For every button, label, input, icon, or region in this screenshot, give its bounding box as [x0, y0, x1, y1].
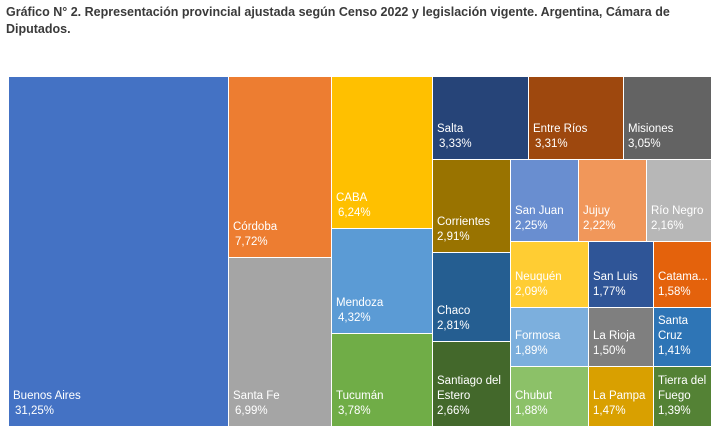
tile-label: Buenos Aires 31,25%	[13, 389, 226, 419]
tile-value: 1,41%	[658, 345, 691, 357]
treemap-tile-córdoba: Córdoba 7,72%	[229, 77, 332, 258]
tile-label: Misiones 3,05%	[628, 122, 709, 152]
tile-value: 3,33%	[439, 138, 472, 150]
tile-value: 2,25%	[515, 220, 548, 232]
tile-label: Chaco 2,81%	[437, 304, 508, 334]
tile-label: Río Negro 2,16%	[651, 204, 709, 234]
tile-value: 1,88%	[515, 405, 548, 417]
tile-label: San Luis 1,77%	[593, 270, 651, 300]
tile-name: San Juan	[515, 205, 564, 217]
tile-label: San Juan 2,25%	[515, 204, 576, 234]
tile-name: Santiago del Estero	[437, 375, 501, 402]
tile-label: Chubut 1,88%	[515, 389, 586, 419]
tile-name: Buenos Aires	[13, 390, 81, 402]
treemap-tile-corrientes: Corrientes 2,91%	[433, 160, 511, 253]
treemap-tile-misiones: Misiones 3,05%	[624, 77, 712, 160]
treemap-tile-santa-fe: Santa Fe 6,99%	[229, 258, 332, 427]
treemap-tile-buenos-aires: Buenos Aires 31,25%	[9, 77, 229, 427]
tile-label: La Pampa 1,47%	[593, 389, 651, 419]
tile-value: 6,24%	[338, 207, 371, 219]
tile-value: 3,78%	[338, 405, 371, 417]
tile-label: Entre Ríos 3,31%	[533, 122, 621, 152]
tile-name: Neuquén	[515, 271, 562, 283]
tile-name: La Pampa	[593, 390, 646, 402]
tile-value: 2,91%	[437, 231, 470, 243]
tile-label: Santa Fe 6,99%	[233, 389, 329, 419]
treemap-tile-caba: CABA 6,24%	[332, 77, 433, 229]
tile-name: Chubut	[515, 390, 553, 402]
tile-value: 1,77%	[593, 286, 626, 298]
tile-value: 1,89%	[515, 345, 548, 357]
tile-label: Mendoza 4,32%	[336, 296, 430, 326]
treemap-tile-san-luis: San Luis 1,77%	[589, 242, 654, 308]
tile-name: CABA	[336, 192, 368, 204]
tile-value: 2,66%	[437, 405, 470, 417]
tile-name: Salta	[437, 123, 464, 135]
treemap-tile-la-rioja: La Rioja 1,50%	[589, 308, 654, 367]
treemap-tile-formosa: Formosa 1,89%	[511, 308, 589, 367]
treemap-tile-río-negro: Río Negro 2,16%	[647, 160, 712, 242]
tile-label: Jujuy 2,22%	[583, 204, 644, 234]
tile-name: Tucumán	[336, 390, 384, 402]
tile-name: Tierra del Fuego	[658, 375, 707, 402]
tile-value: 7,72%	[235, 236, 268, 248]
treemap-tile-santiago-del-estero: Santiago del Estero 2,66%	[433, 342, 511, 427]
treemap-tile-mendoza: Mendoza 4,32%	[332, 229, 433, 334]
treemap-tile-salta: Salta 3,33%	[433, 77, 529, 160]
treemap-tile-san-juan: San Juan 2,25%	[511, 160, 579, 242]
tile-label: Corrientes 2,91%	[437, 215, 508, 245]
tile-value: 2,16%	[651, 220, 684, 232]
treemap-tile-santa-cruz: Santa Cruz 1,41%	[654, 308, 712, 367]
tile-name: Santa Fe	[233, 390, 280, 402]
treemap-tile-chubut: Chubut 1,88%	[511, 367, 589, 427]
tile-value: 3,05%	[628, 138, 661, 150]
treemap-tile-tierra-del-fuego: Tierra del Fuego 1,39%	[654, 367, 712, 427]
tile-name: Mendoza	[336, 297, 384, 309]
treemap-tile-jujuy: Jujuy 2,22%	[579, 160, 647, 242]
tile-label: Neuquén 2,09%	[515, 270, 586, 300]
tile-label: Córdoba 7,72%	[233, 220, 329, 250]
tile-name: Misiones	[628, 123, 674, 135]
tile-name: Corrientes	[437, 216, 491, 228]
tile-label: La Rioja 1,50%	[593, 329, 651, 359]
tile-name: Chaco	[437, 305, 471, 317]
tile-name: Río Negro	[651, 205, 704, 217]
tile-name: Córdoba	[233, 221, 278, 233]
tile-name: Entre Ríos	[533, 123, 588, 135]
tile-name: Catama...	[658, 271, 708, 283]
tile-value: 2,09%	[515, 286, 548, 298]
tile-name: La Rioja	[593, 330, 636, 342]
treemap-tile-la-pampa: La Pampa 1,47%	[589, 367, 654, 427]
tile-name: Santa Cruz	[658, 315, 689, 342]
tile-label: Salta 3,33%	[437, 122, 526, 152]
treemap-tile-catamarca: Catama... 1,58%	[654, 242, 712, 308]
tile-label: Tucumán 3,78%	[336, 389, 430, 419]
tile-value: 2,81%	[437, 320, 470, 332]
tile-value: 31,25%	[15, 405, 55, 417]
treemap-tile-entre-ríos: Entre Ríos 3,31%	[529, 77, 624, 160]
tile-label: Formosa 1,89%	[515, 329, 586, 359]
chart-title: Gráfico N° 2. Representación provincial …	[6, 5, 670, 36]
tile-label: Catama... 1,58%	[658, 270, 709, 300]
treemap-tile-neuquén: Neuquén 2,09%	[511, 242, 589, 308]
tile-label: Santa Cruz 1,41%	[658, 314, 709, 359]
tile-name: Formosa	[515, 330, 561, 342]
tile-value: 3,31%	[535, 138, 568, 150]
tile-label: CABA 6,24%	[336, 191, 430, 221]
tile-value: 6,99%	[235, 405, 268, 417]
tile-label: Tierra del Fuego 1,39%	[658, 374, 709, 419]
tile-value: 2,22%	[583, 220, 616, 232]
tile-value: 1,58%	[658, 286, 691, 298]
tile-label: Santiago del Estero 2,66%	[437, 374, 508, 419]
tile-value: 1,39%	[658, 405, 691, 417]
tile-name: San Luis	[593, 271, 638, 283]
tile-value: 4,32%	[338, 312, 371, 324]
tile-value: 1,47%	[593, 405, 626, 417]
tile-name: Jujuy	[583, 205, 610, 217]
tile-value: 1,50%	[593, 345, 626, 357]
treemap-tile-chaco: Chaco 2,81%	[433, 253, 511, 342]
treemap-tile-tucumán: Tucumán 3,78%	[332, 334, 433, 427]
